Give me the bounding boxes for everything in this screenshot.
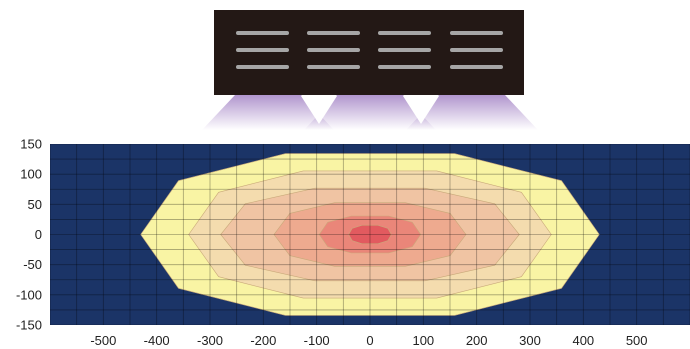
x-axis: -500 -400 -300 -200 -100 0 100 200 300 400 500 — [90, 333, 647, 348]
x-tick-label: 300 — [519, 333, 541, 348]
led-bar — [236, 65, 289, 69]
y-tick-label: 0 — [35, 227, 42, 242]
led-bar — [450, 65, 503, 69]
led-bar — [378, 48, 431, 52]
beam-gap — [403, 96, 439, 124]
x-tick-label: 0 — [366, 333, 373, 348]
contour-levels — [140, 153, 600, 316]
light-beams — [202, 95, 538, 130]
led-bar — [236, 31, 289, 35]
x-tick-label: -100 — [304, 333, 330, 348]
led-bar — [307, 31, 360, 35]
x-tick-label: 100 — [412, 333, 434, 348]
y-tick-label: -50 — [23, 257, 42, 272]
led-bar-group — [236, 31, 503, 69]
light-beam — [304, 95, 436, 130]
x-tick-label: -400 — [144, 333, 170, 348]
beam-gap — [301, 96, 337, 124]
light-fixture — [214, 10, 524, 95]
contour-level-6 — [348, 224, 392, 245]
y-tick-label: 150 — [20, 137, 42, 152]
contour-plot — [50, 144, 690, 325]
x-tick-label: -300 — [197, 333, 223, 348]
light-beam — [406, 95, 538, 130]
led-bar — [307, 48, 360, 52]
led-bar — [236, 48, 289, 52]
y-tick-label: -150 — [16, 318, 42, 333]
led-bar — [378, 65, 431, 69]
led-bar — [307, 65, 360, 69]
x-tick-label: 200 — [466, 333, 488, 348]
x-tick-label: 400 — [572, 333, 594, 348]
y-axis: 150 100 50 0 -50 -100 -150 — [16, 137, 42, 333]
led-bar — [450, 31, 503, 35]
led-bar — [378, 31, 431, 35]
fixture-body — [214, 10, 524, 95]
light-beam — [202, 95, 334, 130]
y-tick-label: 100 — [20, 167, 42, 182]
y-tick-label: 50 — [28, 197, 42, 212]
plot-grid — [50, 144, 690, 325]
x-tick-label: -500 — [90, 333, 116, 348]
x-tick-label: -200 — [250, 333, 276, 348]
y-tick-label: -100 — [16, 287, 42, 302]
led-bar — [450, 48, 503, 52]
x-tick-label: 500 — [626, 333, 648, 348]
